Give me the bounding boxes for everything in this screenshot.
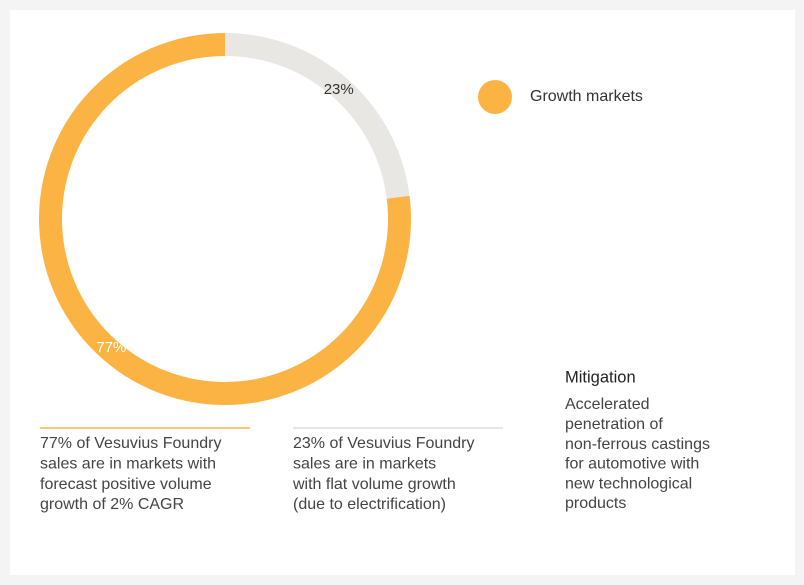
- note-text: with flat volume growth: [292, 476, 456, 493]
- pie-slice: [225, 33, 410, 199]
- slice-label: 23%: [324, 81, 354, 98]
- legend-label: Growth markets: [530, 88, 643, 105]
- note-text: growth of 2% CAGR: [40, 496, 184, 513]
- legend-swatch: [478, 80, 512, 114]
- note-text: 23% of Vesuvius Foundry: [293, 435, 474, 452]
- mitigation-text: products: [565, 495, 626, 512]
- mitigation-text: non-ferrous castings: [565, 436, 710, 453]
- mitigation-text: Accelerated: [565, 396, 650, 413]
- note-text: (due to electrification): [293, 496, 446, 513]
- note-text: 77% of Vesuvius Foundry: [40, 435, 221, 452]
- mitigation-title: Mitigation: [565, 368, 636, 386]
- slice-label: 77%: [96, 339, 126, 356]
- panel: [10, 10, 795, 575]
- mitigation-text: penetration of: [565, 416, 663, 433]
- note-text: forecast positive volume: [40, 476, 212, 493]
- mitigation-text: new technological: [565, 475, 692, 492]
- mitigation-text: for automotive with: [565, 456, 699, 473]
- note-text: sales are in markets with: [40, 456, 216, 473]
- note-text: sales are in markets: [293, 456, 436, 473]
